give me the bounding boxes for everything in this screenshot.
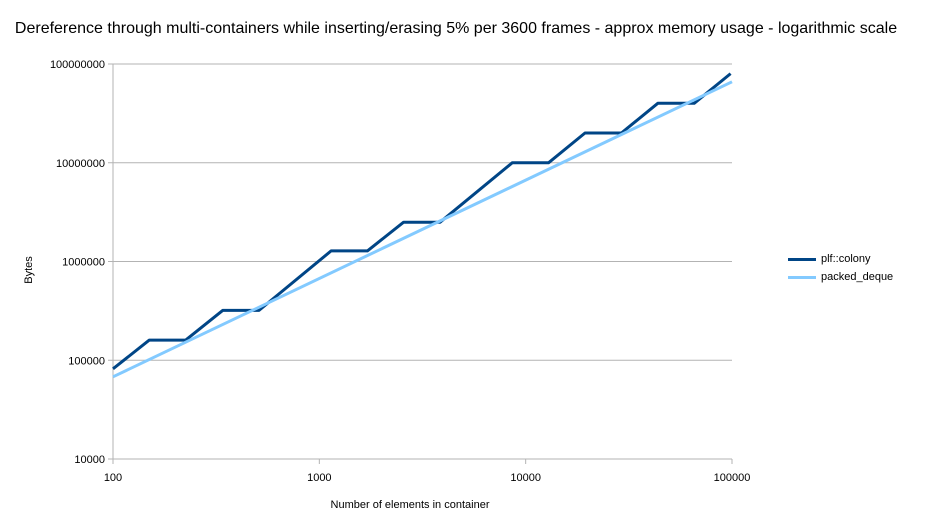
legend-item-packed-deque: packed_deque — [788, 268, 893, 286]
legend-swatch-packed-deque — [788, 275, 816, 279]
tick-labels: 10000 100000 1000000 10000000 100000000 100 10… — [50, 59, 750, 484]
legend-swatch-colony — [788, 257, 816, 261]
legend-label-colony: plf::colony — [821, 253, 871, 265]
series-line-plf-colony — [112, 72, 732, 370]
legend: plf::colony packed_deque — [788, 250, 893, 286]
series-lines — [112, 72, 733, 379]
y-tick-label-2: 1000000 — [62, 257, 105, 269]
axes — [108, 63, 733, 464]
x-tick-label-2: 10000 — [510, 472, 541, 484]
y-tick-label-1: 100000 — [68, 355, 105, 367]
y-axis-label: Bytes — [23, 256, 35, 284]
chart-title: Dereference through multi-containers whi… — [14, 20, 898, 37]
x-tick-label-3: 100000 — [714, 472, 751, 484]
legend-label-packed-deque: packed_deque — [821, 271, 894, 283]
legend-item-colony: plf::colony — [788, 250, 893, 268]
x-tick-label-1: 1000 — [307, 472, 331, 484]
grid-lines — [113, 63, 732, 460]
x-axis-label: Number of elements in container — [331, 499, 490, 511]
y-tick-label-3: 10000000 — [56, 158, 105, 170]
y-tick-label-0: 10000 — [74, 454, 105, 466]
y-tick-label-4: 100000000 — [50, 59, 105, 71]
series-line-packed-deque — [112, 80, 733, 379]
x-tick-label-0: 100 — [104, 472, 122, 484]
